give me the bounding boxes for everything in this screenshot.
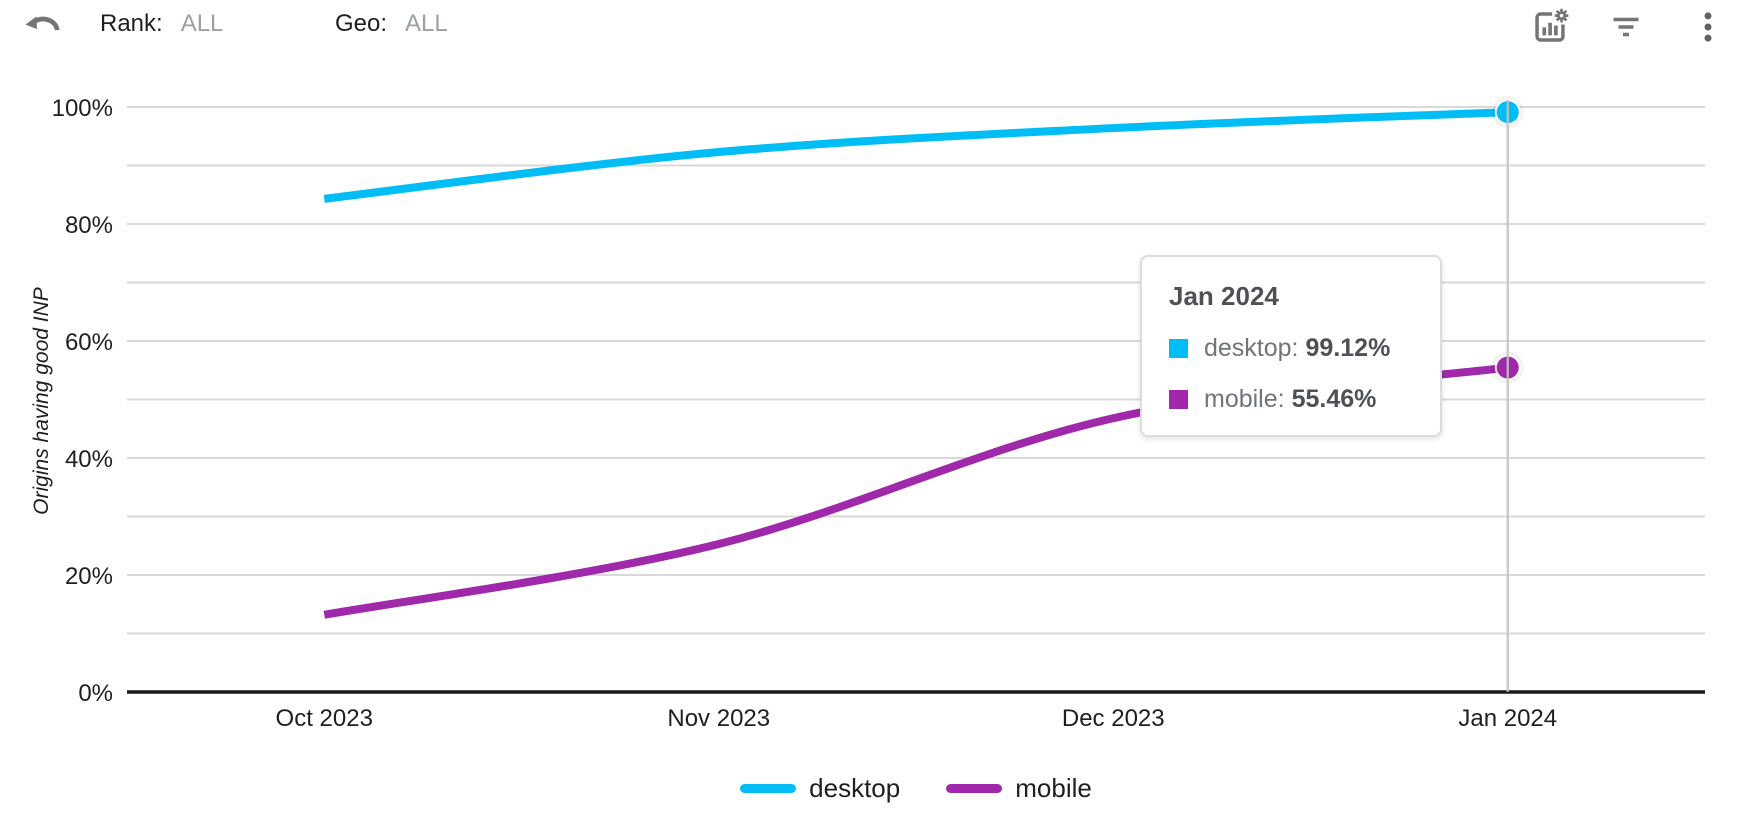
- x-axis-label: Dec 2023: [1062, 705, 1165, 732]
- x-axis-label: Oct 2023: [276, 705, 373, 732]
- x-axis-label: Jan 2024: [1458, 705, 1557, 732]
- undo-icon: [25, 16, 60, 31]
- chart-settings-icon: [1535, 8, 1569, 42]
- y-axis-tick-label: 0%: [78, 680, 113, 707]
- tooltip-desktop-label: desktop:: [1204, 334, 1299, 362]
- mobile-legend-label: mobile: [1015, 772, 1092, 803]
- legend-item-mobile: mobile: [946, 773, 1092, 804]
- undo-button[interactable]: [20, 6, 66, 46]
- rank-filter-label: Rank:: [100, 10, 163, 37]
- y-axis-tick-label: 100%: [52, 95, 113, 122]
- desktop-swatch: [1169, 339, 1188, 358]
- y-axis-tick-label: 80%: [65, 212, 113, 239]
- rank-filter: Rank: ALL: [100, 10, 223, 38]
- tooltip-row-mobile: mobile: 55.46%: [1169, 385, 1414, 414]
- y-axis-tick-label: 60%: [65, 329, 113, 356]
- more-vert-icon: [1704, 12, 1712, 42]
- series-line-desktop[interactable]: [323, 108, 1508, 203]
- tooltip-mobile-label: mobile:: [1204, 385, 1285, 413]
- tooltip-desktop-value: 99.12%: [1305, 334, 1391, 362]
- geo-filter: Geo: ALL: [335, 10, 448, 38]
- chart-settings-button[interactable]: [1526, 4, 1574, 50]
- desktop-legend-label: desktop: [809, 772, 901, 803]
- tooltip-mobile-value: 55.46%: [1291, 385, 1377, 413]
- rank-filter-value[interactable]: ALL: [180, 10, 224, 37]
- y-axis-tick-label: 20%: [65, 563, 113, 590]
- legend-item-desktop: desktop: [740, 773, 900, 804]
- tooltip-row-desktop: desktop: 99.12%: [1169, 334, 1414, 363]
- mobile-legend-swatch: [946, 783, 1003, 793]
- chart-tooltip: Jan 2024 desktop: 99.12% mobile: 55.46%: [1140, 255, 1442, 437]
- filter-icon: [1613, 17, 1639, 37]
- more-options-button[interactable]: [1684, 4, 1732, 50]
- desktop-legend-swatch: [740, 783, 797, 793]
- filter-button[interactable]: [1602, 4, 1650, 50]
- tooltip-title: Jan 2024: [1169, 281, 1279, 311]
- x-axis-label: Nov 2023: [667, 705, 770, 732]
- geo-filter-value[interactable]: ALL: [405, 10, 448, 37]
- gear-glyph: [1554, 8, 1569, 23]
- line-chart[interactable]: 0% 20% 40% 60% 80% 100% Oct 2023 Nov 2023 Dec 20…: [0, 56, 1752, 768]
- geo-filter-label: Geo:: [335, 10, 388, 37]
- chart-legend: desktop mobile: [127, 768, 1705, 808]
- y-axis-title: Origins having good INP: [30, 287, 53, 515]
- y-axis-tick-label: 40%: [65, 446, 113, 473]
- mobile-swatch: [1169, 390, 1188, 409]
